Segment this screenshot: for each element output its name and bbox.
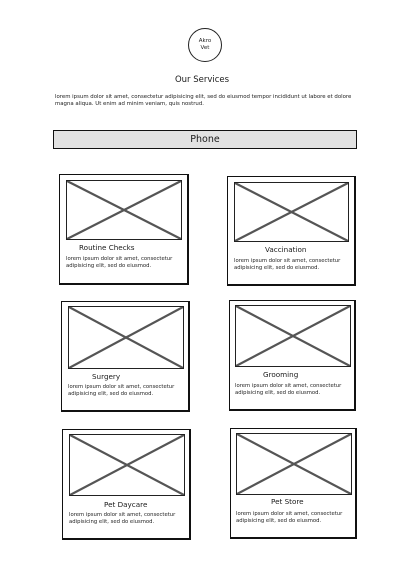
service-card-routine-checks[interactable]: Routine Checks lorem ipsum dolor sit ame… xyxy=(59,174,189,285)
logo-line-1: Akro xyxy=(198,38,212,44)
service-title: Routine Checks xyxy=(79,243,135,252)
image-placeholder xyxy=(236,433,352,495)
service-description: lorem ipsum dolor sit amet, consectetur … xyxy=(236,511,343,525)
service-title: Vaccination xyxy=(265,245,307,254)
image-placeholder xyxy=(235,305,351,367)
image-placeholder xyxy=(68,306,184,369)
service-card-grooming[interactable]: Grooming lorem ipsum dolor sit amet, con… xyxy=(229,300,356,411)
image-placeholder xyxy=(234,182,349,242)
image-placeholder xyxy=(66,180,182,240)
service-card-pet-daycare[interactable]: Pet Daycare lorem ipsum dolor sit amet, … xyxy=(62,429,191,540)
service-card-vaccination[interactable]: Vaccination lorem ipsum dolor sit amet, … xyxy=(227,176,356,286)
phone-button[interactable]: Phone xyxy=(53,130,357,149)
intro-text: lorem ipsum dolor sit amet, consectetur … xyxy=(55,94,352,107)
logo-line-2: Vet xyxy=(200,45,210,51)
service-title: Surgery xyxy=(92,372,121,381)
service-description: lorem ipsum dolor sit amet, consectetur … xyxy=(234,258,341,272)
logo[interactable]: Akro Vet xyxy=(188,28,222,62)
page-heading: Our Services xyxy=(174,75,230,85)
service-card-surgery[interactable]: Surgery lorem ipsum dolor sit amet, cons… xyxy=(61,301,190,412)
service-title: Grooming xyxy=(263,370,299,379)
service-description: lorem ipsum dolor sit amet, consectetur … xyxy=(69,512,176,526)
image-placeholder xyxy=(69,434,185,496)
service-description: lorem ipsum dolor sit amet, consectetur … xyxy=(68,384,175,398)
service-description: lorem ipsum dolor sit amet, consectetur … xyxy=(66,256,173,270)
service-description: lorem ipsum dolor sit amet, consectetur … xyxy=(235,383,342,397)
service-card-pet-store[interactable]: Pet Store lorem ipsum dolor sit amet, co… xyxy=(230,428,357,539)
service-title: Pet Daycare xyxy=(104,500,148,509)
service-title: Pet Store xyxy=(271,497,304,506)
